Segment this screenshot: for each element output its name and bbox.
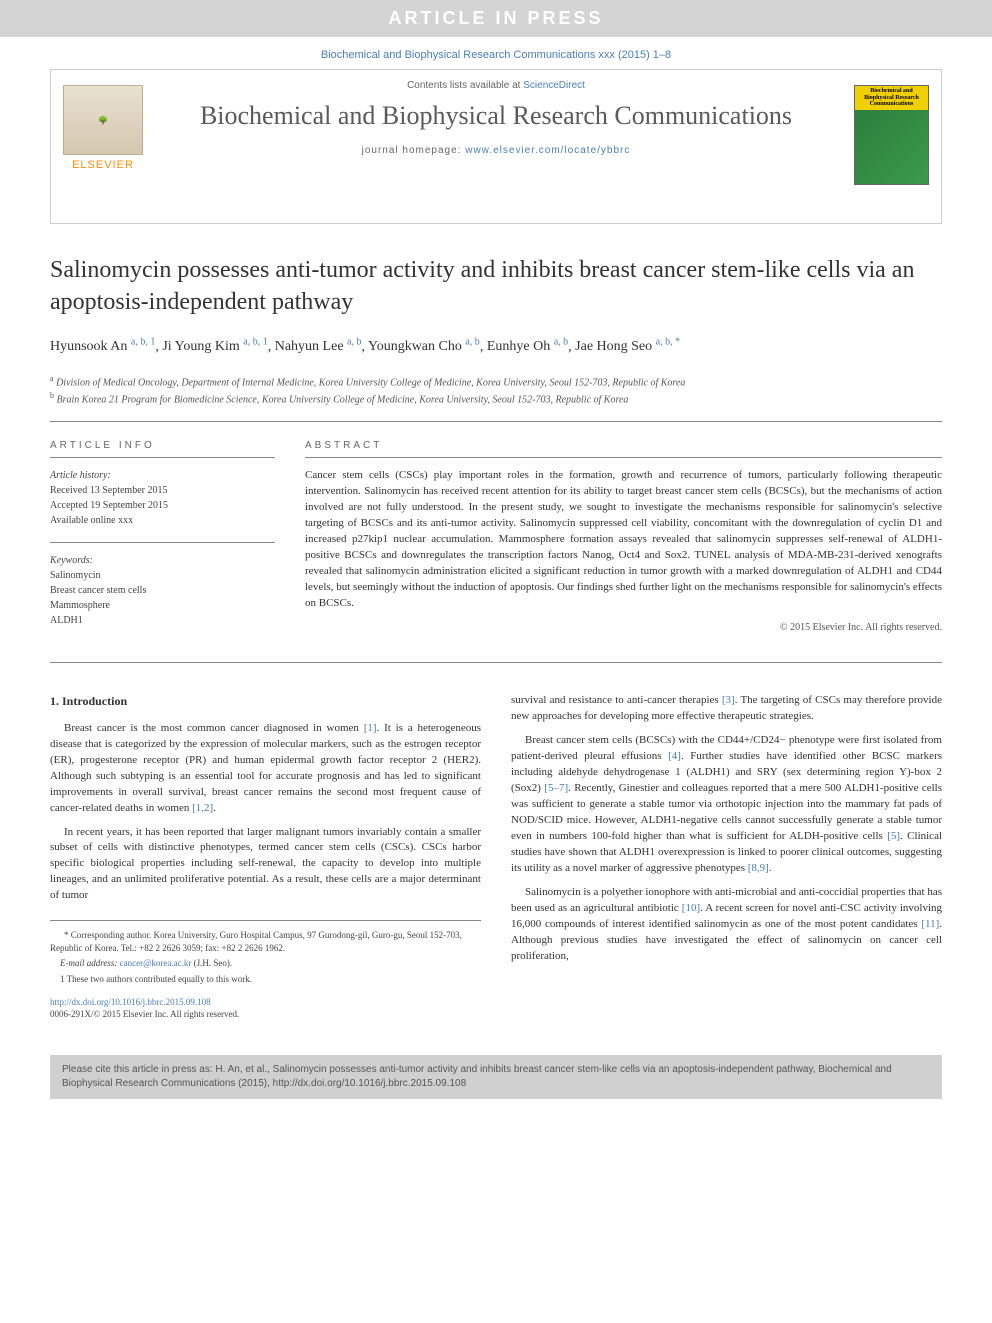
article-info-column: ARTICLE INFO Article history: Received 1… [50, 440, 275, 642]
affiliation: b Brain Korea 21 Program for Biomedicine… [50, 390, 942, 407]
abstract-copyright: © 2015 Elsevier Inc. All rights reserved… [305, 622, 942, 633]
author: Jae Hong Seo a, b, * [575, 339, 680, 354]
right-column: survival and resistance to anti-cancer t… [511, 693, 942, 1020]
author: Hyunsook An a, b, 1 [50, 339, 155, 354]
equal-contribution-footnote: 1 These two authors contributed equally … [50, 973, 481, 986]
author: Nahyun Lee a, b [275, 339, 362, 354]
journal-name: Biochemical and Biophysical Research Com… [51, 95, 941, 137]
elsevier-label: ELSEVIER [63, 159, 143, 171]
article-info-heading: ARTICLE INFO [50, 440, 275, 458]
abstract-heading: ABSTRACT [305, 440, 942, 458]
journal-homepage-line: journal homepage: www.elsevier.com/locat… [51, 137, 941, 164]
elsevier-logo[interactable]: 🌳 ELSEVIER [63, 85, 143, 180]
affiliations: a Division of Medical Oncology, Departme… [50, 373, 942, 423]
article-title: Salinomycin possesses anti-tumor activit… [50, 254, 942, 319]
footnotes: * Corresponding author. Korea University… [50, 920, 481, 985]
page-container: ARTICLE IN PRESS Biochemical and Biophys… [0, 0, 992, 1099]
sciencedirect-link[interactable]: ScienceDirect [523, 80, 585, 91]
email-footnote: E-mail address: cancer@korea.ac.kr (J.H.… [50, 957, 481, 970]
author: Youngkwan Cho a, b [368, 339, 480, 354]
authors-list: Hyunsook An a, b, 1, Ji Young Kim a, b, … [50, 335, 942, 359]
please-cite-box: Please cite this article in press as: H.… [50, 1055, 942, 1099]
doi-link[interactable]: http://dx.doi.org/10.1016/j.bbrc.2015.09… [50, 997, 211, 1007]
content-area: Salinomycin possesses anti-tumor activit… [0, 224, 992, 1041]
author: Eunhye Oh a, b [487, 339, 568, 354]
introduction-heading: 1. Introduction [50, 693, 481, 710]
journal-cover-thumbnail[interactable]: Biochemical and Biophysical Research Com… [854, 85, 929, 185]
body-paragraph: Salinomycin is a polyether ionophore wit… [511, 885, 942, 965]
info-abstract-row: ARTICLE INFO Article history: Received 1… [50, 440, 942, 663]
elsevier-tree-icon: 🌳 [63, 85, 143, 155]
top-citation: Biochemical and Biophysical Research Com… [0, 37, 992, 69]
journal-homepage-link[interactable]: www.elsevier.com/locate/ybbrc [465, 145, 630, 156]
abstract-column: ABSTRACT Cancer stem cells (CSCs) play i… [305, 440, 942, 642]
body-two-columns: 1. Introduction Breast cancer is the mos… [50, 693, 942, 1020]
corresponding-author-footnote: * Corresponding author. Korea University… [50, 929, 481, 954]
left-column: 1. Introduction Breast cancer is the mos… [50, 693, 481, 1020]
contents-available-line: Contents lists available at ScienceDirec… [51, 70, 941, 95]
body-paragraph: In recent years, it has been reported th… [50, 825, 481, 905]
keywords-block: Keywords: Salinomycin Breast cancer stem… [50, 542, 275, 628]
journal-header-box: 🌳 ELSEVIER Contents lists available at S… [50, 69, 942, 224]
article-in-press-banner: ARTICLE IN PRESS [0, 0, 992, 37]
abstract-text: Cancer stem cells (CSCs) play important … [305, 468, 942, 611]
body-paragraph: Breast cancer stem cells (BCSCs) with th… [511, 733, 942, 876]
cover-thumb-label: Biochemical and Biophysical Research Com… [855, 86, 928, 110]
issn-copyright: 0006-291X/© 2015 Elsevier Inc. All right… [50, 1008, 481, 1021]
doi-block: http://dx.doi.org/10.1016/j.bbrc.2015.09… [50, 996, 481, 1021]
affiliation: a Division of Medical Oncology, Departme… [50, 373, 942, 390]
author: Ji Young Kim a, b, 1 [162, 339, 267, 354]
email-link[interactable]: cancer@korea.ac.kr [120, 958, 192, 968]
article-history-block: Article history: Received 13 September 2… [50, 468, 275, 528]
body-paragraph: Breast cancer is the most common cancer … [50, 721, 481, 817]
body-paragraph: survival and resistance to anti-cancer t… [511, 693, 942, 725]
